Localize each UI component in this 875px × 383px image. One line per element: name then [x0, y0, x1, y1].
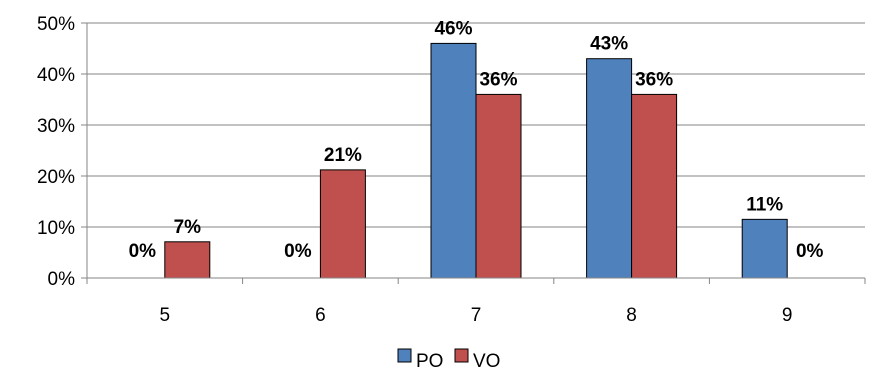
- x-tick-label: 6: [315, 305, 326, 326]
- data-labels: 0% 7% 0% 21% 46% 36% 43% 36% 11% 0%: [129, 18, 824, 262]
- bar-vo-7: [475, 93, 522, 279]
- bar-vo-6: [319, 169, 366, 279]
- bar-po-7: [430, 42, 477, 279]
- x-tick-labels: 5 6 7 8 9: [160, 305, 793, 326]
- data-label-po-5: 0%: [129, 241, 157, 262]
- x-tick-label: 9: [782, 305, 793, 326]
- data-label-vo-6: 21%: [324, 145, 362, 166]
- bar-po-8: [586, 58, 633, 279]
- legend-swatch-po: [397, 348, 412, 363]
- data-label-po-6: 0%: [284, 241, 312, 262]
- data-label-po-9: 11%: [746, 194, 783, 215]
- bar-po-9: [741, 218, 788, 279]
- legend-label-vo: VO: [473, 351, 500, 372]
- x-tick-label: 7: [471, 305, 482, 326]
- x-tick-label: 8: [626, 305, 637, 326]
- y-tick-label: 10%: [37, 218, 75, 239]
- y-tick-labels: 0% 10% 20% 30% 40% 50%: [37, 14, 75, 290]
- legend: PO VO: [397, 348, 500, 372]
- y-tick-label: 40%: [37, 65, 75, 86]
- bar-vo-5: [164, 241, 211, 279]
- data-label-vo-5: 7%: [174, 217, 202, 238]
- bar-vo-8: [631, 93, 678, 279]
- legend-label-po: PO: [416, 351, 443, 372]
- data-label-vo-8: 36%: [635, 69, 673, 90]
- data-label-vo-9: 0%: [796, 241, 824, 262]
- bars: [164, 42, 788, 279]
- data-label-po-8: 43%: [590, 34, 628, 55]
- x-tick-label: 5: [160, 305, 171, 326]
- y-tick-label: 50%: [37, 14, 75, 35]
- axes: [81, 22, 866, 284]
- y-tick-label: 0%: [48, 269, 76, 290]
- y-tick-label: 20%: [37, 167, 75, 188]
- data-label-po-7: 46%: [434, 18, 472, 39]
- y-tick-label: 30%: [37, 116, 75, 137]
- data-label-vo-7: 36%: [479, 69, 517, 90]
- legend-swatch-vo: [454, 348, 469, 363]
